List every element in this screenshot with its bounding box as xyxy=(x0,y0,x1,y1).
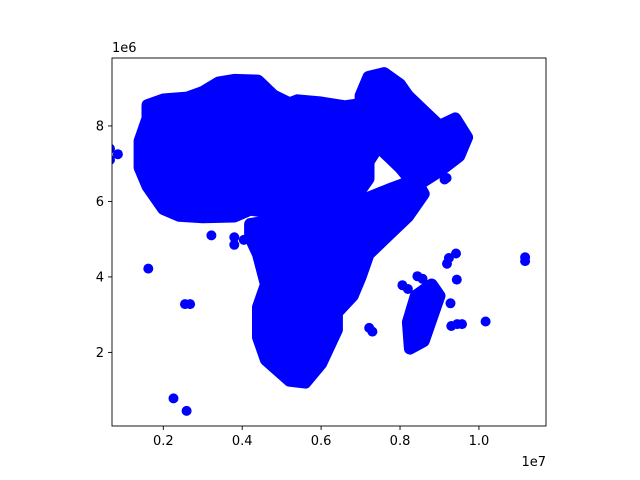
scatter-point xyxy=(264,283,274,294)
x-tick-label: 1.0 xyxy=(469,434,490,449)
scatter-point xyxy=(185,299,196,310)
scatter-point xyxy=(229,239,240,250)
scatter-point xyxy=(206,230,217,241)
scatter-point xyxy=(445,298,456,309)
scatter-point xyxy=(441,173,452,183)
x-tick-label: 0.8 xyxy=(390,434,411,449)
scatter-point xyxy=(181,405,192,416)
scatter-point xyxy=(112,149,123,160)
scatter-point xyxy=(480,316,491,327)
plot-frame xyxy=(111,57,547,427)
scatter-point xyxy=(422,292,433,303)
y-offset-label: 1e6 xyxy=(112,41,137,56)
scatter-point xyxy=(229,232,240,243)
scatter-point xyxy=(168,393,179,404)
x-axis: 0.2 0.4 0.6 0.8 1.0 xyxy=(153,426,489,449)
y-tick-label: 6 xyxy=(96,195,104,210)
x-offset-label: 1e7 xyxy=(521,455,546,470)
scatter-point xyxy=(417,273,428,284)
scatter-point xyxy=(143,263,154,274)
y-tick-label: 8 xyxy=(96,119,104,134)
scatter-point xyxy=(238,234,249,245)
scatter-point xyxy=(367,326,378,337)
y-axis: 2 4 6 8 xyxy=(96,119,112,361)
scatter-point xyxy=(451,248,461,259)
plot-marks xyxy=(112,67,531,416)
point-cluster-arabia xyxy=(354,67,474,193)
x-tick-label: 0.2 xyxy=(153,434,174,449)
point-cluster-south-body xyxy=(244,173,430,389)
scatter-point xyxy=(402,284,413,294)
scatter-point xyxy=(443,253,454,263)
x-tick-label: 0.4 xyxy=(232,434,253,449)
y-tick-label: 4 xyxy=(96,270,104,285)
x-tick-label: 0.6 xyxy=(311,434,332,449)
scatter-point xyxy=(520,256,531,267)
scatter-point xyxy=(451,274,462,285)
y-tick-label: 2 xyxy=(96,346,104,361)
scatter-point xyxy=(457,319,467,330)
